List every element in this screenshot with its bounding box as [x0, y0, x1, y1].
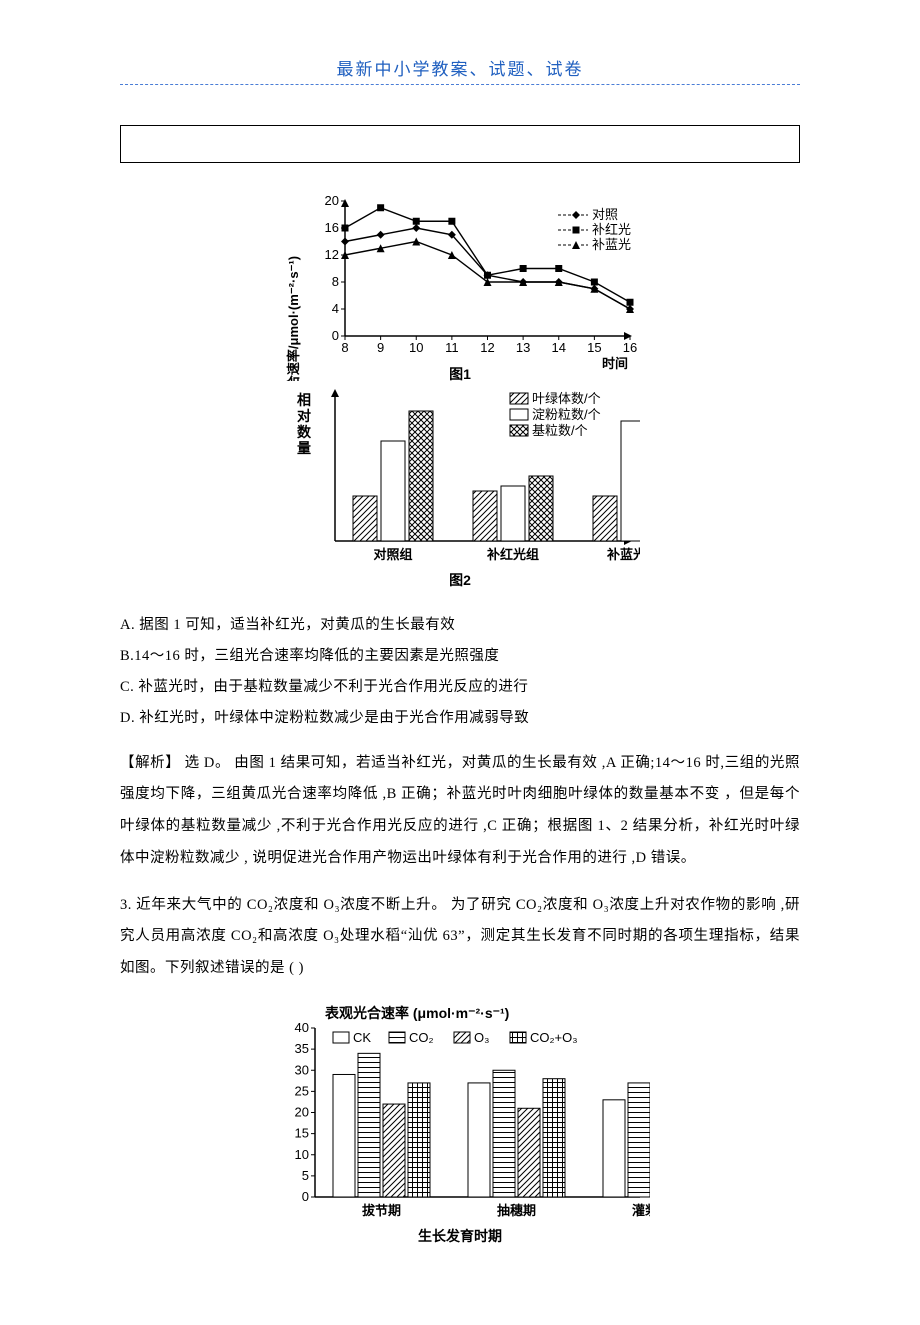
svg-text:15: 15	[587, 340, 601, 355]
svg-text:11: 11	[445, 340, 459, 355]
svg-text:10: 10	[295, 1146, 309, 1161]
svg-text:抽穗期: 抽穗期	[497, 1203, 536, 1218]
q2-option-c: C. 补蓝光时，由于基粒数量减少不利于光合作用光反应的进行	[120, 673, 800, 702]
svg-text:拔节期: 拔节期	[362, 1203, 401, 1218]
figure-1-2: 0481216208910111213141516时间光合速率/μmol·(m⁻…	[120, 191, 800, 591]
svg-text:补蓝光组: 补蓝光组	[606, 547, 640, 562]
svg-text:25: 25	[295, 1083, 309, 1098]
svg-text:16: 16	[623, 340, 637, 355]
svg-text:淀粉粒数/个: 淀粉粒数/个	[532, 407, 601, 422]
svg-text:基粒数/个: 基粒数/个	[532, 423, 588, 438]
figure-3: 表观光合速率 (μmol·m⁻²·s⁻¹) 0 5 10 15 20 25 30 35 40 CK C…	[120, 1000, 800, 1245]
svg-text:叶绿体数/个: 叶绿体数/个	[532, 391, 601, 406]
q2-option-d: D. 补红光时，叶绿体中淀粉粒数减少是由于光合作用减弱导致	[120, 704, 800, 733]
svg-text:对照: 对照	[592, 207, 618, 222]
svg-text:35: 35	[295, 1041, 309, 1056]
svg-text:14: 14	[552, 340, 566, 355]
svg-text:20: 20	[295, 1104, 309, 1119]
svg-text:灌浆期: 灌浆期	[632, 1203, 650, 1218]
svg-text:对照组: 对照组	[373, 547, 412, 562]
svg-text:15: 15	[295, 1125, 309, 1140]
svg-text:0: 0	[332, 328, 339, 343]
svg-text:O₃: O₃	[474, 1030, 489, 1045]
svg-text:对: 对	[297, 408, 311, 424]
q2-option-a: A. 据图 1 可知，适当补红光，对黄瓜的生长最有效	[120, 611, 800, 640]
svg-text:8: 8	[341, 340, 348, 355]
svg-text:CO₂+O₃: CO₂+O₃	[530, 1030, 578, 1045]
svg-text:40: 40	[295, 1020, 309, 1035]
svg-text:数: 数	[297, 424, 312, 440]
svg-text:5: 5	[302, 1168, 309, 1183]
q2-explanation: 【解析】 选 D。 由图 1 结果可知，若适当补红光，对黄瓜的生长最有效 ,A …	[120, 748, 800, 876]
svg-text:相: 相	[297, 392, 311, 408]
svg-text:13: 13	[516, 340, 530, 355]
q2-option-b: B.14～16 时，三组光合速率均降低的主要因素是光照强度	[120, 642, 800, 671]
svg-text:8: 8	[332, 274, 339, 289]
svg-text:9: 9	[377, 340, 384, 355]
svg-text:量: 量	[297, 440, 311, 456]
svg-text:4: 4	[332, 301, 339, 316]
svg-text:12: 12	[325, 247, 339, 262]
svg-text:16: 16	[325, 220, 339, 235]
svg-text:10: 10	[409, 340, 423, 355]
svg-text:30: 30	[295, 1062, 309, 1077]
page-header: 最新中小学教案、试题、试卷	[120, 55, 800, 85]
blank-answer-box	[120, 125, 800, 163]
svg-text:补蓝光: 补蓝光	[592, 237, 631, 252]
svg-text:表观光合速率 (μmol·m⁻²·s⁻¹): 表观光合速率 (μmol·m⁻²·s⁻¹)	[324, 1005, 509, 1021]
svg-text:12: 12	[480, 340, 494, 355]
svg-text:20: 20	[325, 193, 339, 208]
svg-text:0: 0	[302, 1189, 309, 1204]
svg-text:补红光组: 补红光组	[486, 547, 539, 562]
svg-text:生长发育时期: 生长发育时期	[418, 1228, 502, 1244]
svg-text:光合速率/μmol·(m⁻²·s⁻¹): 光合速率/μmol·(m⁻²·s⁻¹)	[286, 256, 301, 381]
svg-text:CO₂: CO₂	[409, 1030, 434, 1045]
svg-text:补红光: 补红光	[592, 222, 631, 237]
svg-text:图2: 图2	[449, 572, 471, 588]
q3-text: 3. 近年来大气中的 CO₂浓度和 O₃浓度不断上升。 为了研究 CO₂浓度和 …	[120, 890, 800, 986]
svg-text:CK: CK	[353, 1030, 371, 1045]
svg-text:图1: 图1	[449, 366, 471, 381]
svg-text:时间: 时间	[602, 356, 628, 371]
